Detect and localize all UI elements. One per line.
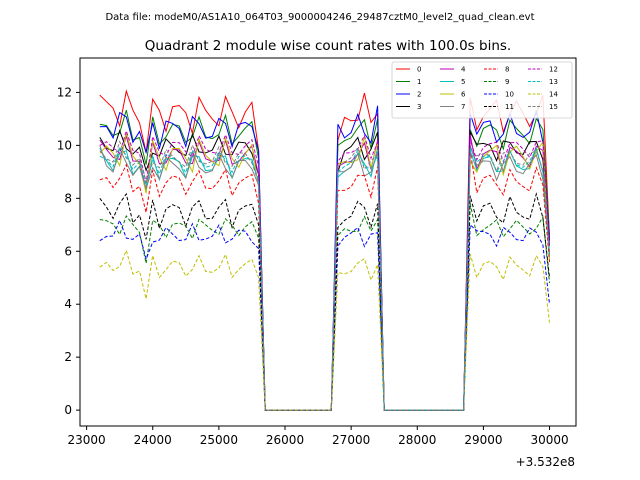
x-tick-label: 25000 — [200, 433, 238, 447]
data-file-label: Data file: modeM0/AS1A10_064T03_90000042… — [105, 12, 534, 23]
legend-label: 12 — [549, 66, 558, 74]
x-tick-label: 24000 — [134, 433, 172, 447]
legend-label: 14 — [549, 91, 558, 99]
series-line-10 — [99, 219, 550, 411]
series-line-12 — [99, 129, 550, 411]
legend-label: 8 — [505, 66, 509, 74]
legend-label: 0 — [417, 66, 421, 74]
series-line-11 — [99, 192, 550, 411]
x-axis: 23000 24000 25000 26000 27000 28000 29000 30000 — [68, 426, 569, 447]
series-line-0 — [99, 89, 550, 411]
legend-label: 3 — [417, 103, 421, 111]
y-tick-label: 2 — [64, 350, 72, 364]
legend-label: 7 — [461, 103, 465, 111]
legend-label: 11 — [505, 103, 514, 111]
series-line-8 — [99, 150, 550, 411]
legend-label: 13 — [549, 78, 558, 86]
y-tick-label: 10 — [57, 138, 72, 152]
y-tick-label: 12 — [57, 85, 72, 99]
series-line-13 — [99, 146, 550, 411]
x-tick-label: 23000 — [68, 433, 106, 447]
x-tick-label: 30000 — [530, 433, 568, 447]
legend-label: 2 — [417, 91, 421, 99]
legend-label: 6 — [461, 91, 466, 99]
x-tick-label: 28000 — [398, 433, 436, 447]
plot-frame — [79, 57, 577, 427]
legend-label: 15 — [549, 103, 558, 111]
legend-label: 10 — [505, 91, 514, 99]
legend-label: 9 — [505, 78, 509, 86]
series-line-1 — [99, 109, 550, 411]
series-line-7 — [99, 145, 550, 411]
x-tick-label: 29000 — [464, 433, 502, 447]
series-line-15 — [99, 140, 550, 411]
series-line-9 — [99, 203, 550, 411]
y-tick-label: 0 — [64, 403, 72, 417]
series-line-5 — [99, 146, 550, 411]
legend-label: 5 — [461, 78, 465, 86]
chart-title: Quadrant 2 module wise count rates with … — [145, 38, 511, 54]
y-tick-label: 4 — [64, 297, 72, 311]
y-axis: 0 2 4 6 8 10 12 — [57, 85, 80, 417]
legend-label: 1 — [417, 78, 421, 86]
series-line-3 — [99, 129, 550, 411]
series-layer — [99, 89, 550, 411]
y-tick-label: 6 — [64, 244, 72, 258]
x-tick-label: 27000 — [332, 433, 370, 447]
series-line-4 — [99, 134, 550, 411]
x-offset-label: +3.532e8 — [516, 455, 575, 469]
legend-label: 4 — [461, 66, 466, 74]
legend-box — [391, 61, 573, 119]
x-tick-label: 26000 — [266, 433, 304, 447]
series-line-6 — [99, 132, 550, 411]
series-line-14 — [99, 248, 550, 411]
y-tick-label: 8 — [64, 191, 72, 205]
